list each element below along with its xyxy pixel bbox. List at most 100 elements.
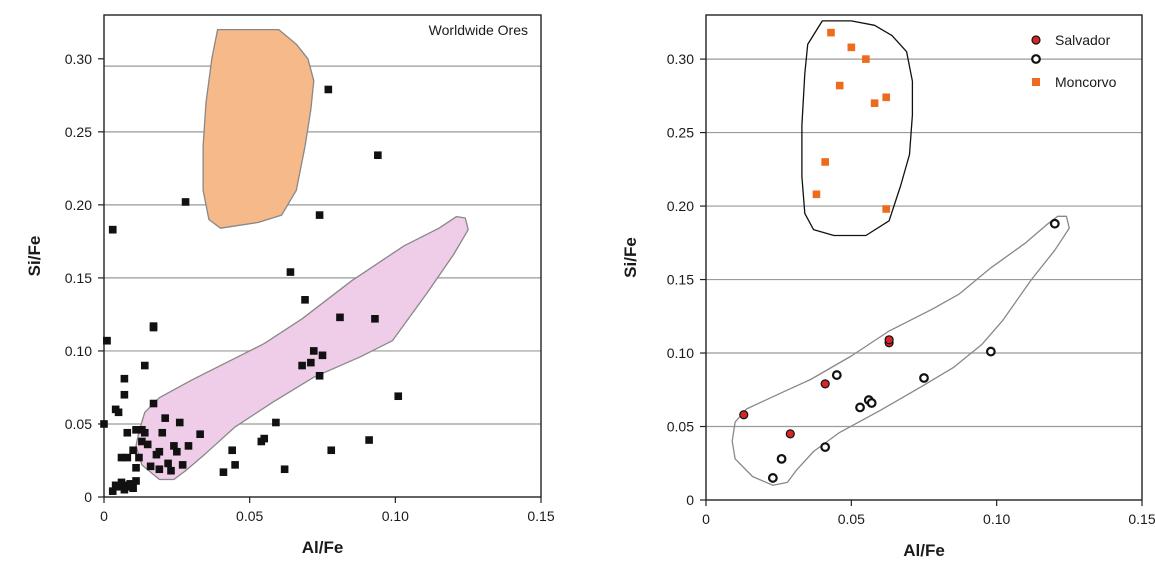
y-axis-label: Si/Fe <box>621 237 640 278</box>
data-point <box>309 347 318 355</box>
data-point <box>870 99 879 107</box>
y-tick-label: 0.15 <box>667 272 694 288</box>
data-point <box>114 408 123 417</box>
field-region <box>731 215 1070 486</box>
data-point <box>161 414 169 422</box>
data-point <box>374 151 382 160</box>
data-point <box>196 430 204 438</box>
data-point <box>315 371 324 380</box>
data-point <box>812 190 821 199</box>
y-tick-label: 0.15 <box>65 270 92 286</box>
data-point <box>821 158 829 166</box>
field-region <box>135 215 469 481</box>
x-tick-label: 0.05 <box>236 508 263 524</box>
data-point <box>301 296 309 304</box>
annotation-label: Worldwide Ores <box>429 22 528 38</box>
y-tick-label: 0.20 <box>667 198 694 214</box>
data-point <box>228 446 236 455</box>
data-point <box>831 370 842 380</box>
data-point <box>108 225 117 234</box>
data-point <box>158 428 167 437</box>
data-point <box>785 429 795 439</box>
data-point <box>365 436 373 444</box>
data-point <box>286 268 295 276</box>
data-point <box>820 442 831 452</box>
data-point <box>862 55 870 63</box>
data-point <box>146 462 155 471</box>
data-point <box>181 198 190 206</box>
y-tick-label: 0 <box>686 492 694 508</box>
data-point <box>167 466 175 475</box>
data-point <box>149 323 158 332</box>
plot-frame <box>705 14 1143 501</box>
y-tick-label: 0.30 <box>65 51 92 67</box>
x-tick-label: 0.15 <box>1128 511 1155 527</box>
data-point <box>336 313 344 322</box>
data-point <box>827 28 835 37</box>
data-point <box>219 468 228 476</box>
data-point <box>129 484 137 493</box>
data-point <box>164 459 172 468</box>
data-point <box>318 351 327 360</box>
x-tick-label: 0.05 <box>838 511 865 527</box>
right-chart-panel: 0 0.05 0.10 0.15 0.20 0.25 0.30 0 0.05 0.10 0.15 Al… <box>621 14 1155 560</box>
data-point <box>114 482 123 491</box>
data-point <box>298 361 306 370</box>
data-point <box>129 446 137 455</box>
field-region <box>801 20 914 237</box>
data-point <box>307 358 315 367</box>
y-axis-label: Si/Fe <box>25 236 44 277</box>
data-point <box>108 487 117 495</box>
data-point <box>132 426 140 434</box>
y-tick-label: 0.20 <box>65 197 92 213</box>
y-tick-label: 0.25 <box>65 124 92 140</box>
data-point <box>123 428 132 437</box>
field-region <box>202 28 315 229</box>
data-point <box>132 477 140 485</box>
data-point <box>140 428 149 437</box>
data-point <box>178 461 187 469</box>
data-point <box>884 335 894 345</box>
data-point <box>260 434 269 443</box>
data-point <box>120 374 129 383</box>
x-tick-label: 0 <box>702 511 710 527</box>
data-point <box>866 398 877 408</box>
y-tick-label: 0 <box>84 489 92 505</box>
data-point <box>739 410 749 420</box>
x-axis-label: Al/Fe <box>903 541 945 560</box>
data-point <box>103 336 111 345</box>
data-point <box>135 453 143 462</box>
data-point <box>143 440 152 449</box>
data-point <box>155 465 164 474</box>
data-point <box>767 473 778 483</box>
data-point <box>280 465 289 474</box>
x-tick-label: 0.10 <box>382 508 409 524</box>
data-point <box>120 485 129 494</box>
data-point <box>117 453 126 462</box>
x-axis-label: Al/Fe <box>302 538 344 557</box>
data-point <box>882 205 891 213</box>
y-tick-label: 0.30 <box>667 51 694 67</box>
legend-marker <box>1032 78 1040 86</box>
y-tick-label: 0.10 <box>667 345 694 361</box>
data-point <box>315 211 324 219</box>
data-point <box>776 453 787 464</box>
y-tick-label: 0.05 <box>65 416 92 432</box>
legend-label: Salvador <box>1055 32 1111 48</box>
data-point <box>173 447 181 456</box>
data-point <box>394 392 403 401</box>
data-point <box>371 315 379 323</box>
data-point <box>919 373 929 383</box>
data-point <box>324 85 333 94</box>
legend-label: Moncorvo <box>1055 74 1117 90</box>
data-point <box>138 437 146 446</box>
data-point <box>882 93 891 102</box>
data-point <box>847 43 856 52</box>
data-point <box>149 399 158 408</box>
data-point <box>120 390 129 399</box>
data-point <box>231 461 239 469</box>
data-point <box>117 478 126 487</box>
y-tick-label: 0.05 <box>667 419 694 435</box>
